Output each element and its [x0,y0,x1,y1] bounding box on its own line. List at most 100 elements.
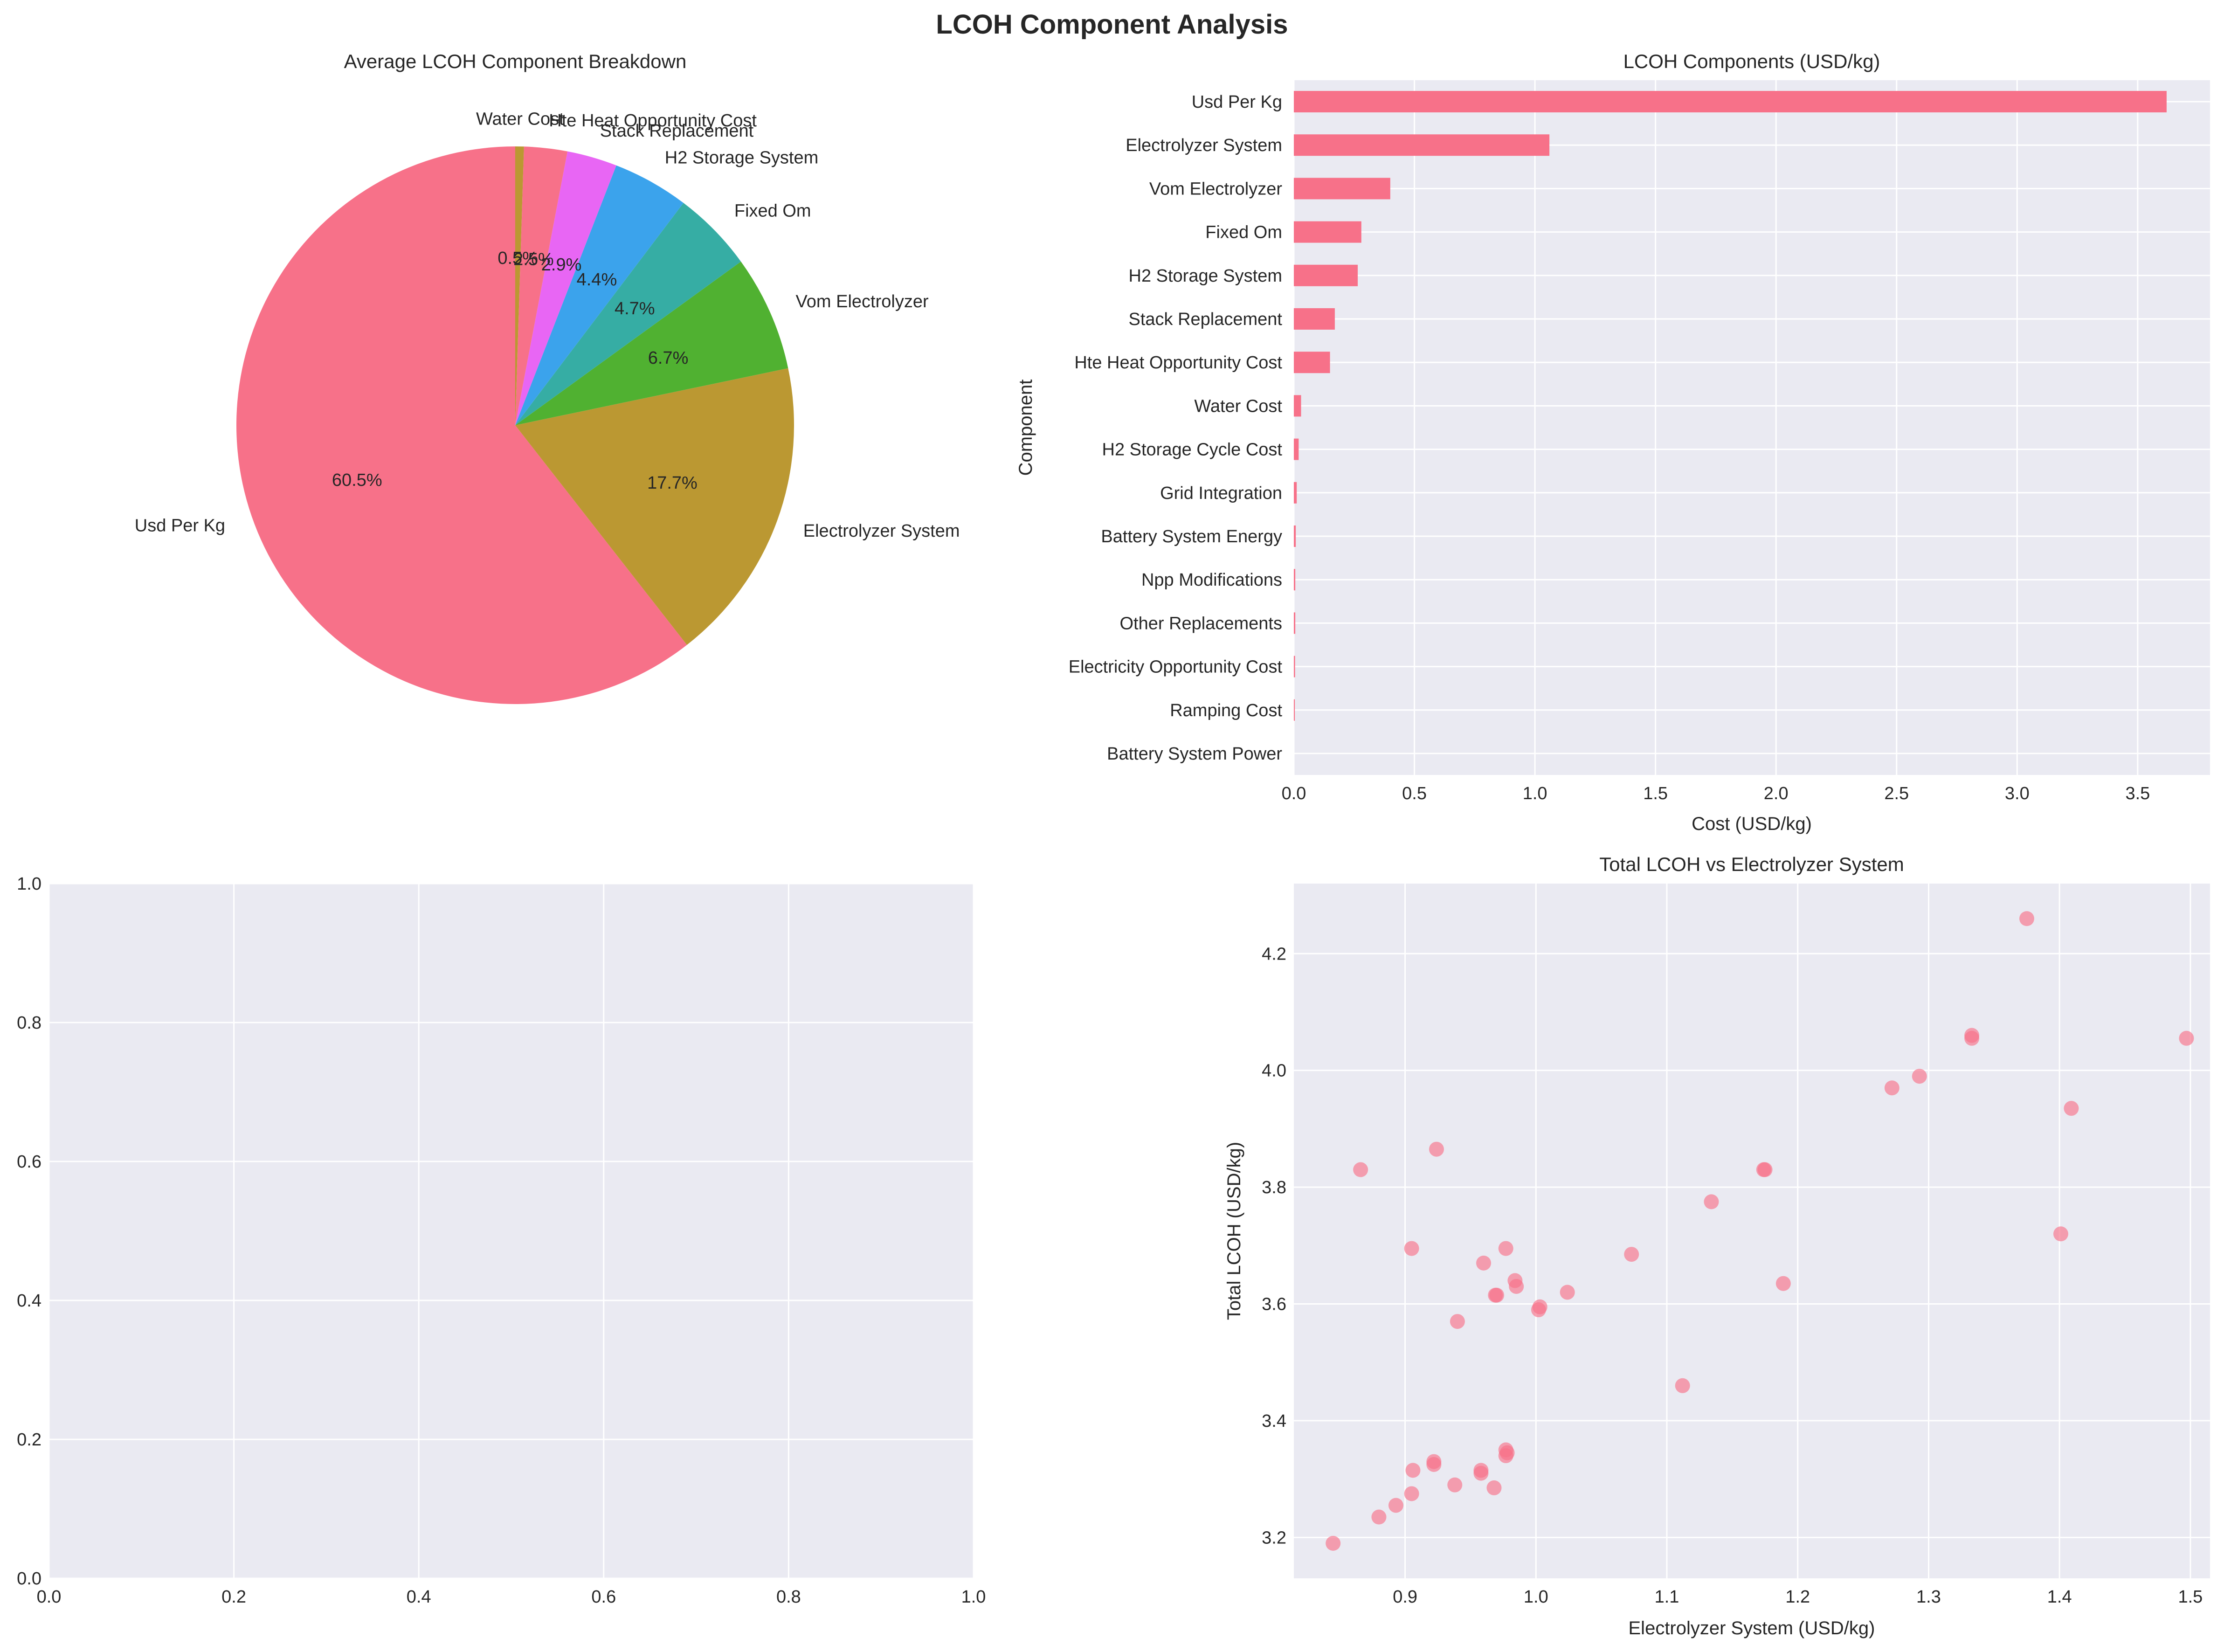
scatter-point-9 [1429,1141,1444,1157]
bar-chart-category-labels: Usd Per Kg Electrolyzer System Vom Electro… [1069,92,1283,764]
empty-x-tick-label-5: 1.0 [961,1587,986,1607]
scatter-y-tick-label-2: 3.6 [1262,1295,1286,1314]
pie-chart: Average LCOH Component Breakdown Usd Per… [135,50,960,704]
scatter-x-tick-label-1: 1.0 [1524,1587,1548,1607]
bar-category-label-4: H2 Storage System [1129,266,1282,286]
scatter-x-tick-label-2: 1.1 [1655,1587,1679,1607]
bar-x-tick-label-5: 2.5 [1884,784,1909,803]
bar-10 [1294,525,1296,547]
scatter-point-3 [1388,1498,1403,1513]
pie-slice-5 [515,151,616,425]
scatter-y-tick-label-0: 3.2 [1262,1528,1286,1548]
scatter-y-tick-label-5: 4.2 [1262,944,1286,964]
scatter-point-10 [1447,1477,1463,1493]
scatter-chart-x-axis-label: Electrolyzer System (USD/kg) [1629,1618,1875,1638]
scatter-point-4 [1404,1486,1419,1501]
bar-12 [1294,612,1296,634]
scatter-chart-y-axis-label: Total LCOH (USD/kg) [1224,1142,1244,1320]
empty-x-tick-label-4: 0.8 [776,1587,801,1607]
bar-x-tick-label-6: 3.0 [2005,784,2030,803]
bar-14 [1294,699,1295,721]
bar-9 [1294,482,1297,504]
scatter-point-2 [1371,1509,1387,1525]
bar-category-label-8: H2 Storage Cycle Cost [1102,440,1283,460]
bar-4 [1294,264,1358,286]
bar-x-tick-label-2: 1.0 [1523,784,1547,803]
bar-chart-plot-area [1294,80,2210,775]
scatter-point-11 [1450,1314,1465,1329]
pie-slice-1 [515,368,794,645]
scatter-point-26 [1560,1285,1575,1300]
pie-slice-label-0: Usd Per Kg [135,516,225,535]
pie-slice-0 [236,146,687,704]
bar-13 [1294,656,1295,677]
scatter-point-23 [1509,1279,1524,1294]
pie-chart-title: Average LCOH Component Breakdown [344,50,687,72]
scatter-x-tick-label-5: 1.4 [2047,1587,2072,1607]
pie-slice-label-7: Water Cost [476,109,564,129]
pie-slice-label-5: Stack Replacement [600,121,754,141]
scatter-point-8 [1426,1457,1442,1472]
empty-x-tick-label-0: 0.0 [37,1587,62,1607]
pie-slice-pct-6: 2.5% [513,249,554,269]
scatter-point-37 [2019,911,2034,926]
empty-chart-x-ticks: 0.0 0.2 0.4 0.6 0.8 1.0 [37,1587,986,1607]
empty-y-tick-label-0: 0.0 [17,1569,41,1589]
empty-y-tick-label-4: 0.8 [17,1013,41,1033]
scatter-chart-points [1326,911,2194,1551]
empty-chart-y-ticks: 0.0 0.2 0.4 0.6 0.8 1.0 [17,874,41,1589]
bar-x-tick-label-1: 0.5 [1402,784,1427,803]
bar-category-label-7: Water Cost [1194,396,1282,416]
empty-y-tick-label-5: 1.0 [17,874,41,894]
scatter-y-tick-label-4: 4.0 [1262,1061,1286,1081]
bar-category-label-1: Electrolyzer System [1126,136,1282,155]
bar-6 [1294,352,1330,373]
pie-slice-label-2: Vom Electrolyzer [796,292,929,311]
bar-category-label-10: Battery System Energy [1101,527,1282,546]
empty-chart-gridlines [48,883,974,1579]
scatter-point-13 [1473,1465,1489,1481]
bar-category-label-14: Ramping Cost [1170,701,1282,720]
pie-slice-pct-5: 2.9% [541,255,582,275]
bar-8 [1294,438,1299,460]
scatter-point-1 [1353,1162,1368,1177]
scatter-x-tick-label-4: 1.3 [1916,1587,1941,1607]
scatter-point-31 [1757,1162,1773,1177]
pie-slice-label-1: Electrolyzer System [803,521,960,541]
pie-slice-pct-7: 0.5% [497,249,538,268]
scatter-point-6 [1404,1241,1419,1256]
scatter-point-27 [1624,1247,1639,1262]
scatter-chart: Total LCOH vs Electrolyzer System 0.9 1.0… [1224,853,2210,1638]
empty-y-tick-label-3: 0.6 [17,1152,41,1172]
bar-x-tick-label-4: 2.0 [1764,784,1789,803]
bar-category-label-6: Hte Heat Opportunity Cost [1074,353,1282,373]
scatter-point-25 [1532,1299,1547,1314]
bar-chart-x-axis-label: Cost (USD/kg) [1692,814,1812,834]
scatter-chart-x-ticks: 0.9 1.0 1.1 1.2 1.3 1.4 1.5 [1393,1587,2203,1607]
scatter-point-39 [2064,1101,2079,1116]
scatter-point-5 [1405,1463,1421,1478]
pie-slice-pct-4: 4.4% [577,270,617,290]
bar-category-label-0: Usd Per Kg [1192,92,1282,112]
bar-x-tick-label-7: 3.5 [2125,784,2150,803]
pie-slice-3 [515,203,741,425]
pie-slice-4 [515,165,684,425]
bar-category-label-15: Battery System Power [1107,744,1282,764]
empty-y-tick-label-1: 0.2 [17,1430,41,1450]
scatter-chart-y-ticks: 3.2 3.4 3.6 3.8 4.0 4.2 [1262,944,1286,1548]
empty-x-tick-label-2: 0.4 [407,1587,431,1607]
pie-slice-6 [515,146,568,425]
bar-chart: LCOH Components (USD/kg) Usd Per Kg Elect… [1015,50,2210,834]
scatter-y-tick-label-3: 3.8 [1262,1178,1286,1197]
scatter-point-21 [1498,1241,1513,1256]
pie-slice-pct-0: 60.5% [332,470,382,490]
pie-slice-pct-2: 6.7% [648,348,689,368]
bar-x-tick-label-3: 1.5 [1643,784,1668,803]
scatter-point-29 [1704,1194,1719,1210]
pie-slices [236,146,794,704]
scatter-point-33 [1884,1080,1899,1096]
scatter-x-tick-label-3: 1.2 [1785,1587,1810,1607]
scatter-point-32 [1775,1276,1791,1291]
bar-category-label-13: Electricity Opportunity Cost [1069,657,1283,677]
